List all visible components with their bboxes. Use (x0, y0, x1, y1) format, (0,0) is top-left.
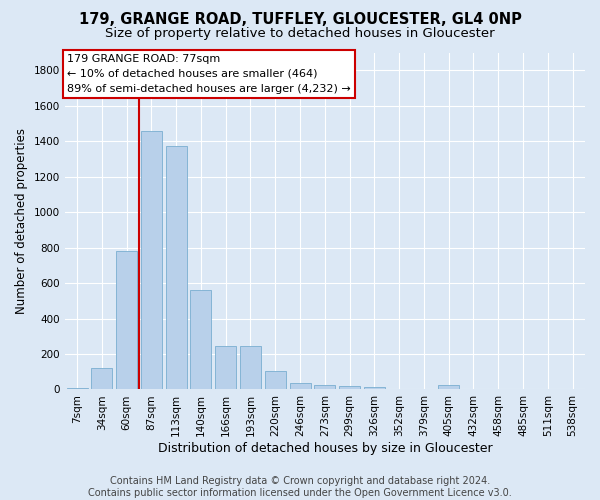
Bar (389, 388, 410, 390)
Text: 179 GRANGE ROAD: 77sqm
← 10% of detached houses are smaller (464)
89% of semi-de: 179 GRANGE ROAD: 77sqm ← 10% of detached… (67, 54, 351, 94)
Bar (265, 371, 286, 390)
Bar (240, 346, 261, 390)
Bar (438, 385, 459, 390)
Bar (364, 387, 385, 390)
Text: Size of property relative to detached houses in Gloucester: Size of property relative to detached ho… (105, 28, 495, 40)
Text: 179, GRANGE ROAD, TUFFLEY, GLOUCESTER, GL4 0NP: 179, GRANGE ROAD, TUFFLEY, GLOUCESTER, G… (79, 12, 521, 28)
Bar (67, 388, 88, 390)
Bar (91, 368, 112, 390)
Bar (166, 146, 187, 390)
Bar (116, 251, 137, 390)
Bar (141, 130, 162, 390)
Bar (339, 386, 360, 390)
Bar (314, 385, 335, 390)
Y-axis label: Number of detached properties: Number of detached properties (15, 128, 28, 314)
X-axis label: Distribution of detached houses by size in Gloucester: Distribution of detached houses by size … (158, 442, 492, 455)
Bar (190, 290, 211, 390)
Bar (215, 346, 236, 390)
Text: Contains HM Land Registry data © Crown copyright and database right 2024.
Contai: Contains HM Land Registry data © Crown c… (88, 476, 512, 498)
Bar (290, 384, 311, 390)
